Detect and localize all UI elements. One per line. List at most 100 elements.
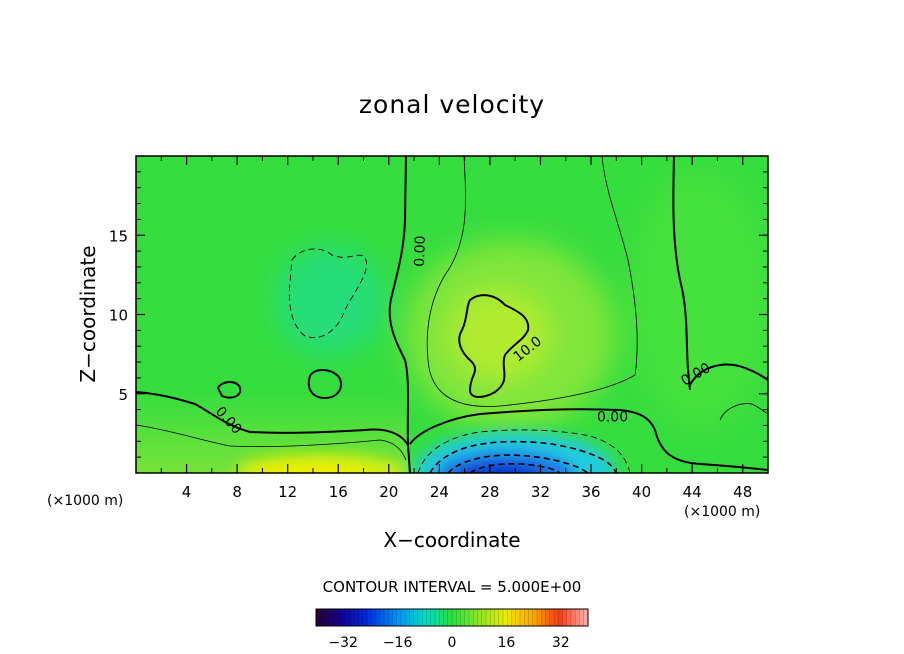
x-unit-left: (×1000 m) [47,493,123,509]
y-axis-title: Z−coordinate [76,245,100,382]
colorbar-segment [362,609,368,626]
colorbar-segment [324,609,330,626]
colorbar-segment [435,609,440,626]
colorbar-segment [545,609,551,626]
contour-zero-small-loop-b [307,369,343,400]
x-tick-label: 12 [278,483,297,501]
colorbar-segment [379,609,385,626]
colorbar-segment [443,609,449,626]
colorbar-segment [520,609,525,626]
colorbar-segment [486,609,491,626]
chart-title: zonal velocity [359,90,545,119]
colorbar-segment [426,609,432,626]
weak-negative-region-shading [275,245,385,355]
colorbar-segment [392,609,398,626]
contour-label: 0.00 [412,235,429,267]
contour-negative-five-dashed [288,248,368,338]
contour-five-thin-center [426,156,638,407]
x-tick-label: 44 [683,483,702,501]
colorbar-segment [328,609,334,626]
x-tick-label: 16 [329,483,348,501]
colorbar-segment [350,609,355,626]
colorbar-segment [498,609,504,626]
x-tick-label: 4 [182,483,192,501]
colorbar-segment [490,609,495,626]
colorbar-segment [524,609,529,626]
contour-ten-loop [458,294,530,398]
colorbar [315,609,589,626]
colorbar-segment [562,609,568,626]
y-axis-ticks: 5 10 15 [109,171,768,458]
colorbar-segment [532,609,538,626]
colorbar-segment [333,609,338,626]
colorbar-segment [320,609,325,626]
colorbar-segment [358,609,364,626]
x-axis-ticks: 4 8 12 16 20 24 28 32 36 40 44 48 [160,156,752,501]
colorbar-tick-label: 0 [448,635,457,651]
colorbar-segment [447,609,453,626]
colorbar-segment [507,609,512,626]
colorbar-segment [477,609,483,626]
contour-negative-low-dashed-core [469,463,561,473]
colorbar-segment [528,609,534,626]
x-tick-label: 28 [480,483,499,501]
colorbar-segment [511,609,517,626]
colorbar-segment [579,609,585,626]
x-tick-label: 20 [379,483,398,501]
colorbar-segment [481,609,487,626]
colorbar-segment [375,609,381,626]
colorbar-segment [430,609,436,626]
contour-five-thin-left [136,424,407,461]
contour-negative-low-dashed-inner [447,454,589,473]
contour-negative-low-dashed-mid [429,440,617,473]
x-tick-label: 8 [232,483,242,501]
contour-negative-low-dashed-outer [417,429,631,473]
colorbar-segment [456,609,461,626]
colorbar-frame [315,608,589,627]
colorbar-segment [541,609,546,626]
colorbar-segment [503,609,508,626]
contour-zero-right-vertical [672,156,691,391]
negative-core-inner-shading [456,463,544,473]
colorbar-segment [583,609,589,626]
colorbar-segment [566,609,572,626]
colorbar-segment [337,609,342,626]
contour-zero-low-right [409,408,768,471]
colorbar-segment [439,609,444,626]
colorbar-segment [464,609,470,626]
contour-five-thin-right [719,403,768,421]
colorbar-segment [388,609,393,626]
colorbar-segment [396,609,402,626]
colorbar-segment [413,609,419,626]
colorbar-segment [554,609,559,626]
colorbar-ticks: −32 −16 0 16 32 [328,635,569,651]
contour-zero-left-vertical [388,156,411,473]
positive-core-inner-shading [450,290,550,380]
colorbar-segment [473,609,478,626]
contour-label: 0.00 [597,410,628,426]
colorbar-segment [469,609,474,626]
colorbar-tick-label: 16 [497,635,515,651]
x-tick-label: 24 [430,483,449,501]
colorbar-tick-label: −16 [383,635,413,651]
colorbar-segment [401,609,406,626]
colorbar-segment [384,609,389,626]
colorbar-segment [558,609,563,626]
low-jet-inner-shading [255,464,365,473]
colorbar-segment [371,609,376,626]
x-axis-title: X−coordinate [383,528,520,552]
colorbar-segment [575,609,580,626]
x-unit-right: (×1000 m) [684,504,760,520]
colorbar-segment [549,609,555,626]
colorbar-segment [422,609,427,626]
colorbar-segment [494,609,500,626]
colorbar-tick-label: 32 [552,635,570,651]
colorbar-segment [354,609,359,626]
x-tick-label: 32 [531,483,550,501]
colorbar-tick-label: −32 [328,635,358,651]
colorbar-segment [405,609,410,626]
colorbar-segment [418,609,423,626]
colorbar-segment [452,609,457,626]
